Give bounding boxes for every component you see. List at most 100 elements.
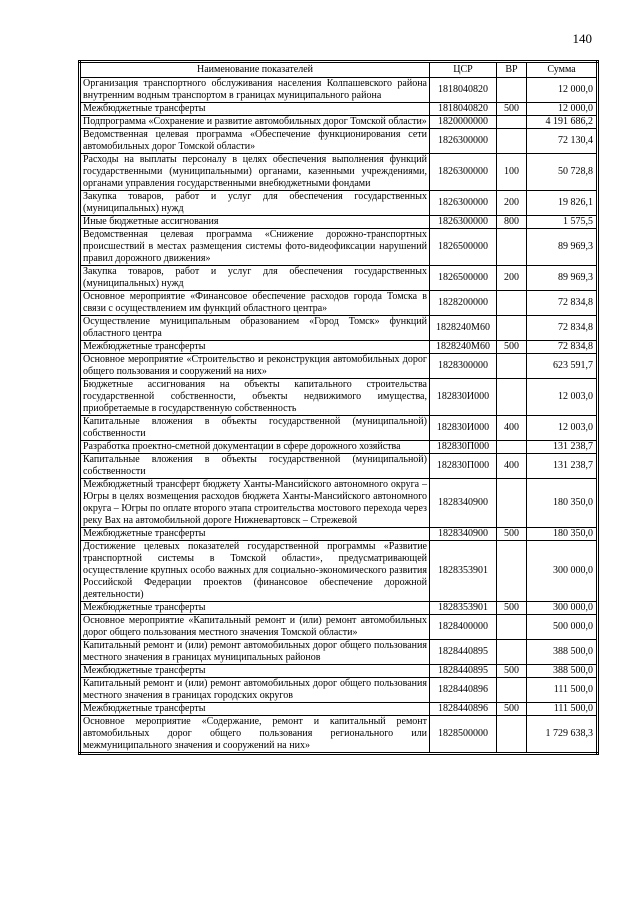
cell-vr: 500 [496, 702, 527, 716]
cell-sum: 72 834,8 [526, 290, 598, 316]
cell-name: Основное мероприятие «Финансовое обеспеч… [79, 290, 430, 316]
cell-vr: 200 [496, 265, 527, 291]
cell-vr: 500 [496, 340, 527, 354]
cell-csr: 1828440896 [429, 677, 497, 703]
cell-vr: 400 [496, 415, 527, 441]
table-row: Подпрограмма «Сохранение и развитие авто… [79, 115, 598, 129]
cell-csr: 1826300000 [429, 153, 497, 191]
table-row: Закупка товаров, работ и услуг для обесп… [79, 265, 598, 291]
cell-csr: 1818040820 [429, 102, 497, 116]
cell-vr: 800 [496, 215, 527, 229]
table-row: Основное мероприятие «Содержание, ремонт… [79, 715, 598, 754]
table-row: Бюджетные ассигнования на объекты капита… [79, 378, 598, 416]
cell-csr: 1828200000 [429, 290, 497, 316]
budget-table: Наименование показателей ЦСР ВР Сумма Ор… [78, 60, 599, 755]
table-row: Капитальные вложения в объекты государст… [79, 453, 598, 479]
cell-csr: 1828500000 [429, 715, 497, 754]
cell-name: Межбюджетные трансферты [79, 527, 430, 541]
cell-name: Межбюджетные трансферты [79, 102, 430, 116]
column-header-name: Наименование показателей [79, 61, 430, 78]
cell-name: Закупка товаров, работ и услуг для обесп… [79, 265, 430, 291]
cell-sum: 131 238,7 [526, 453, 598, 479]
cell-name: Закупка товаров, работ и услуг для обесп… [79, 190, 430, 216]
column-header-vr: ВР [496, 61, 527, 78]
cell-vr [496, 614, 527, 640]
cell-csr: 1828300000 [429, 353, 497, 379]
cell-vr: 500 [496, 601, 527, 615]
cell-sum: 300 000,0 [526, 601, 598, 615]
cell-name: Иные бюджетные ассигнования [79, 215, 430, 229]
column-header-sum: Сумма [526, 61, 598, 78]
table-row: Ведомственная целевая программа «Обеспеч… [79, 128, 598, 154]
cell-sum: 111 500,0 [526, 677, 598, 703]
cell-vr [496, 715, 527, 754]
cell-vr [496, 290, 527, 316]
cell-name: Осуществление муниципальным образованием… [79, 315, 430, 341]
cell-csr: 1828240М60 [429, 340, 497, 354]
table-row: Закупка товаров, работ и услуг для обесп… [79, 190, 598, 216]
cell-vr [496, 115, 527, 129]
cell-name: Капитальный ремонт и (или) ремонт автомо… [79, 677, 430, 703]
cell-sum: 500 000,0 [526, 614, 598, 640]
cell-sum: 388 500,0 [526, 639, 598, 665]
cell-csr: 1828440895 [429, 639, 497, 665]
cell-csr: 1826500000 [429, 265, 497, 291]
cell-csr: 1828353901 [429, 601, 497, 615]
cell-csr: 1826300000 [429, 215, 497, 229]
cell-sum: 180 350,0 [526, 478, 598, 528]
table-row: Достижение целевых показателей государст… [79, 540, 598, 602]
cell-csr: 182830П000 [429, 440, 497, 454]
cell-vr [496, 639, 527, 665]
cell-csr: 182830И000 [429, 378, 497, 416]
cell-vr [496, 478, 527, 528]
cell-sum: 12 000,0 [526, 102, 598, 116]
cell-sum: 50 728,8 [526, 153, 598, 191]
cell-csr: 1828440896 [429, 702, 497, 716]
cell-name: Капитальные вложения в объекты государст… [79, 415, 430, 441]
table-row: Межбюджетные трансферты 1828440895 500 388 … [79, 664, 598, 678]
cell-csr: 1828340900 [429, 478, 497, 528]
cell-csr: 1818040820 [429, 77, 497, 103]
cell-csr: 1828240М60 [429, 315, 497, 341]
cell-name: Ведомственная целевая программа «Обеспеч… [79, 128, 430, 154]
table-row: Межбюджетные трансферты 1828240М60 500 72 8… [79, 340, 598, 354]
table-row: Межбюджетные трансферты 1828353901 500 300 … [79, 601, 598, 615]
cell-csr: 1826300000 [429, 128, 497, 154]
cell-sum: 180 350,0 [526, 527, 598, 541]
cell-sum: 12 003,0 [526, 415, 598, 441]
table-row: Капитальные вложения в объекты государст… [79, 415, 598, 441]
table-row: Разработка проектно-сметной документации… [79, 440, 598, 454]
cell-name: Межбюджетный трансферт бюджету Ханты-Ман… [79, 478, 430, 528]
table-row: Межбюджетный трансферт бюджету Ханты-Ман… [79, 478, 598, 528]
cell-name: Достижение целевых показателей государст… [79, 540, 430, 602]
cell-csr: 1828400000 [429, 614, 497, 640]
cell-vr: 500 [496, 664, 527, 678]
cell-name: Капитальные вложения в объекты государст… [79, 453, 430, 479]
cell-name: Подпрограмма «Сохранение и развитие авто… [79, 115, 430, 129]
cell-name: Основное мероприятие «Строительство и ре… [79, 353, 430, 379]
table-row: Межбюджетные трансферты 1828340900 500 180 … [79, 527, 598, 541]
cell-vr [496, 677, 527, 703]
cell-vr [496, 540, 527, 602]
cell-vr: 500 [496, 102, 527, 116]
table-row: Организация транспортного обслуживания н… [79, 77, 598, 103]
cell-csr: 1820000000 [429, 115, 497, 129]
cell-vr [496, 77, 527, 103]
cell-sum: 1 575,5 [526, 215, 598, 229]
cell-vr: 500 [496, 527, 527, 541]
cell-name: Основное мероприятие «Содержание, ремонт… [79, 715, 430, 754]
table-row: Основное мероприятие «Капитальный ремонт… [79, 614, 598, 640]
cell-sum: 19 826,1 [526, 190, 598, 216]
cell-name: Межбюджетные трансферты [79, 601, 430, 615]
cell-name: Разработка проектно-сметной документации… [79, 440, 430, 454]
cell-vr [496, 315, 527, 341]
cell-sum: 4 191 686,2 [526, 115, 598, 129]
cell-vr: 400 [496, 453, 527, 479]
cell-sum: 72 834,8 [526, 340, 598, 354]
table-row: Межбюджетные трансферты 1828440896 500 111 … [79, 702, 598, 716]
cell-sum: 89 969,3 [526, 228, 598, 266]
cell-vr: 200 [496, 190, 527, 216]
cell-name: Межбюджетные трансферты [79, 664, 430, 678]
cell-name: Межбюджетные трансферты [79, 702, 430, 716]
cell-name: Расходы на выплаты персоналу в целях обе… [79, 153, 430, 191]
